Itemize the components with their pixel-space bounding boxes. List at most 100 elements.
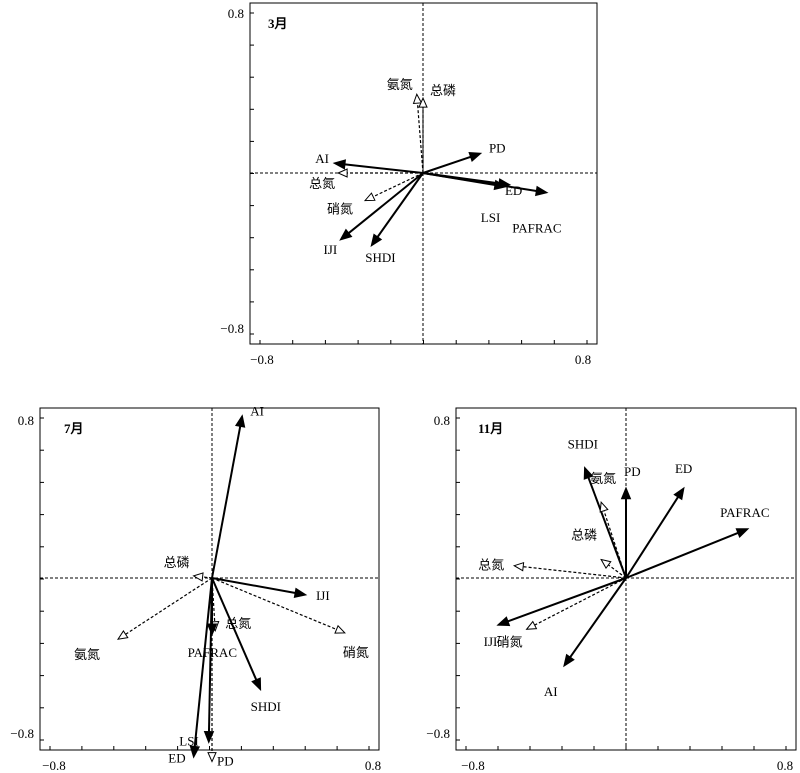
- vector-total-p: 总磷: [571, 528, 627, 579]
- vector-total-p-shaft: [607, 563, 627, 579]
- vector-shdi-arrowhead: [251, 677, 262, 692]
- vector-shdi: SHDI: [211, 577, 281, 714]
- vector-shdi-arrowhead: [370, 233, 383, 247]
- vector-nitrate-n-shaft: [372, 172, 424, 198]
- vector-shdi-shaft: [211, 577, 258, 682]
- vector-pafrac-label: PAFRAC: [720, 505, 769, 520]
- vector-pafrac: PAFRAC: [625, 505, 770, 579]
- y-tick-label: 0.8: [228, 6, 244, 21]
- vector-iji-arrowhead: [496, 616, 511, 627]
- vector-ed: ED: [168, 577, 213, 765]
- vector-pafrac-arrowhead: [735, 528, 750, 538]
- x-tick-label: −0.8: [461, 758, 485, 773]
- panel-label: 3月: [268, 16, 288, 31]
- vector-ai-arrowhead: [234, 414, 246, 428]
- vector-pafrac-label: PAFRAC: [188, 645, 237, 660]
- vector-lsi-label: LSI: [179, 734, 199, 749]
- vector-lsi-label: LSI: [481, 210, 501, 225]
- vector-total-n-arrowhead: [512, 561, 525, 572]
- vector-ai-label: AI: [315, 151, 329, 166]
- vector-ammonia-n-shaft: [603, 509, 627, 579]
- vector-ai-shaft: [568, 577, 627, 659]
- vector-total-n-shaft: [522, 565, 627, 579]
- vector-pafrac: PAFRAC: [422, 172, 562, 236]
- vector-ai: AI: [211, 404, 264, 579]
- vector-ammonia-n: 氨氮: [74, 577, 213, 662]
- vector-ed: ED: [625, 461, 692, 579]
- vector-nitrate-n-label: 硝氮: [327, 202, 353, 217]
- vector-ai: AI: [315, 151, 424, 174]
- vector-ed-label: ED: [505, 183, 522, 198]
- x-tick-label: −0.8: [42, 758, 66, 773]
- vector-ammonia-n-label: 氨氮: [74, 647, 100, 662]
- vector-nitrate-n-arrowhead: [363, 192, 376, 202]
- vector-ammonia-n: 氨氮: [387, 77, 424, 174]
- vector-total-p-arrowhead: [192, 572, 204, 582]
- vector-total-p-shaft: [201, 576, 213, 579]
- vector-pafrac-shaft: [625, 531, 740, 579]
- vector-ed-arrowhead: [189, 745, 201, 759]
- vector-nitrate-n: 硝氮: [327, 172, 424, 217]
- vector-shdi-shaft: [587, 476, 627, 579]
- vector-pd-arrowhead: [207, 752, 217, 763]
- vector-ai-label: AI: [250, 404, 264, 419]
- vector-pd-label: PD: [217, 754, 234, 769]
- vector-ed-shaft: [193, 577, 213, 748]
- vector-nitrate-n-arrowhead: [334, 624, 346, 634]
- vector-ai-shaft: [211, 425, 242, 579]
- vector-ed-arrowhead: [673, 486, 685, 501]
- vector-pafrac-shaft: [422, 172, 538, 193]
- vector-ammonia-n-shaft: [416, 102, 424, 174]
- vector-pd: PD: [422, 140, 506, 174]
- vector-total-n-label: 总氮: [478, 558, 504, 573]
- vector-iji-shaft: [211, 577, 297, 595]
- vector-pd-label: PD: [489, 140, 506, 155]
- vector-ammonia-n: 氨氮: [590, 471, 627, 579]
- vector-total-n-label: 总氮: [225, 616, 251, 631]
- vector-shdi-label: SHDI: [365, 250, 395, 265]
- x-tick-label: 0.8: [365, 758, 381, 773]
- panel-2: −0.8 0.8 0.8 −0.8 7月 AI 总磷 IJI 硝氮 氨氮 总氮 PAFRAC SHDI L…: [10, 404, 381, 773]
- vector-ammonia-n-arrowhead: [599, 500, 609, 513]
- vector-total-n-label: 总氮: [309, 176, 335, 191]
- x-tick-label: 0.8: [575, 352, 591, 367]
- vector-total-p-label: 总磷: [571, 528, 597, 543]
- x-tick-label: −0.8: [250, 352, 274, 367]
- vector-shdi-label: SHDI: [568, 436, 598, 451]
- vector-pafrac-arrowhead: [535, 185, 549, 197]
- vector-nitrate-n-shaft: [211, 577, 338, 631]
- vector-iji: IJI: [484, 577, 627, 649]
- vector-nitrate-n-arrowhead: [525, 620, 538, 630]
- vector-pd-arrowhead: [468, 152, 483, 162]
- y-tick-label: −0.8: [426, 726, 450, 741]
- vector-ed-shaft: [625, 495, 680, 579]
- vector-total-n-arrowhead: [336, 168, 348, 178]
- vector-total-p-label: 总磷: [430, 83, 456, 98]
- vector-pafrac-label: PAFRAC: [512, 221, 561, 236]
- vector-iji-arrowhead: [293, 587, 308, 599]
- vector-nitrate-n-shaft: [533, 577, 627, 627]
- vector-pd-label: PD: [624, 464, 641, 479]
- vector-iji-label: IJI: [323, 242, 337, 257]
- vector-iji: IJI: [211, 577, 330, 603]
- vector-iji: IJI: [323, 172, 424, 257]
- vector-total-p: 总磷: [418, 83, 456, 173]
- vector-shdi: SHDI: [568, 436, 627, 579]
- vector-nitrate-n: 硝氮: [497, 577, 627, 649]
- vector-ai-arrowhead: [563, 653, 575, 668]
- vector-shdi-arrowhead: [583, 466, 594, 480]
- y-tick-label: 0.8: [18, 413, 34, 428]
- vector-ai-arrowhead: [332, 159, 346, 170]
- vector-ai: AI: [544, 577, 627, 699]
- vector-iji-arrowhead: [339, 228, 353, 241]
- vector-total-p: 总磷: [164, 555, 213, 582]
- x-tick-label: 0.8: [777, 758, 793, 773]
- vector-pd: PD: [620, 464, 641, 578]
- vector-iji-shaft: [506, 577, 627, 623]
- vector-pd-shaft: [422, 155, 472, 174]
- vector-ammonia-n-arrowhead: [117, 630, 129, 640]
- vector-ammonia-n-arrowhead: [412, 92, 423, 105]
- y-tick-label: 0.8: [434, 413, 450, 428]
